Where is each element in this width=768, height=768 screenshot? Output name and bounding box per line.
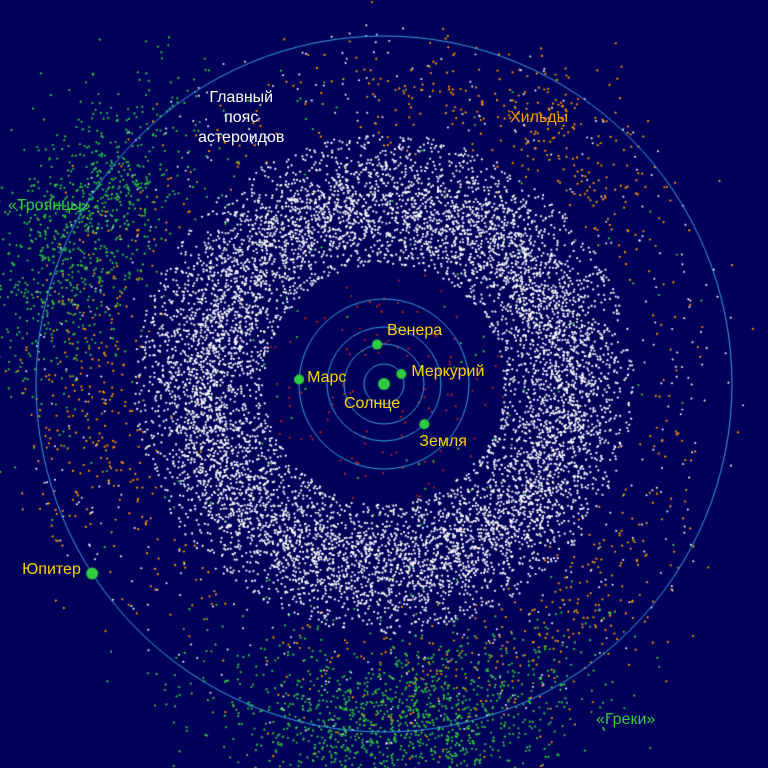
solar-system-diagram: Главный пояс астероидов Хильды «Троянцы»… <box>0 0 768 768</box>
plot-canvas <box>0 0 768 768</box>
